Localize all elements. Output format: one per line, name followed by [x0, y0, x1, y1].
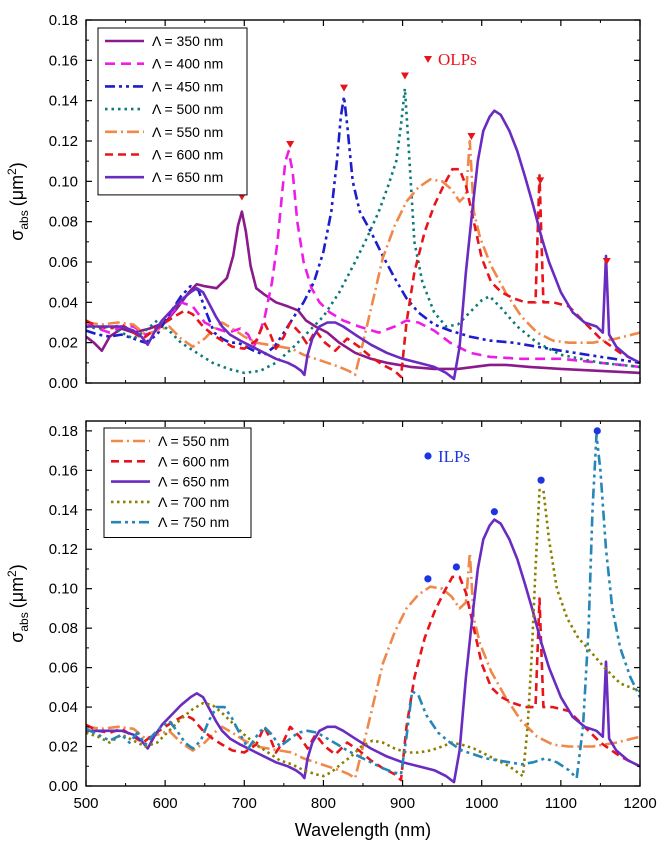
peak-marker-dot	[593, 427, 601, 435]
legend: Λ = 350 nm Λ = 400 nm Λ = 450 nm Λ = 500 nm…	[97, 27, 248, 196]
x-tick-label: 1000	[465, 795, 498, 812]
y-tick-label: 0.10	[49, 173, 78, 190]
series-line-0	[86, 551, 640, 780]
series-line-6	[86, 109, 640, 381]
y-tick-label: 0.14	[49, 93, 78, 110]
y-tick-label: 0.12	[49, 541, 78, 558]
annotation-label: OLPs	[438, 50, 477, 69]
legend-box	[97, 27, 248, 196]
peak-markers	[424, 427, 601, 583]
x-tick-label: 700	[232, 795, 257, 812]
annotation-dot-icon	[424, 452, 432, 460]
peak-marker-triangle	[400, 72, 409, 80]
legend-label: Λ = 500 nm	[152, 101, 223, 117]
y-tick-label: 0.08	[49, 214, 78, 231]
peak-marker-dot	[537, 476, 545, 484]
legend-label: Λ = 700 nm	[158, 494, 229, 510]
peak-marker-dot	[490, 508, 498, 516]
legend-label: Λ = 550 nm	[158, 433, 229, 449]
y-axis-title: σabs(μm2)	[5, 162, 31, 241]
y-tick-label: 0.10	[49, 581, 78, 598]
y-tick-label: 0.02	[49, 739, 78, 756]
legend-label: Λ = 400 nm	[152, 56, 223, 72]
series-line-3	[86, 87, 640, 375]
y-tick-label: 0.18	[49, 423, 78, 440]
peak-marker-triangle	[536, 177, 545, 185]
chart-panel-top: 0.00 0.02 0.04 0.06 0.08 0.10 0.12 0.14 0.16 0.18…	[5, 12, 641, 392]
x-tick-label: 1200	[623, 795, 656, 812]
legend-label: Λ = 600 nm	[152, 147, 223, 163]
x-tick-label: 500	[73, 795, 98, 812]
y-tick-label: 0.06	[49, 660, 78, 677]
peak-marker-triangle	[340, 84, 349, 92]
legend-label: Λ = 600 nm	[158, 453, 229, 469]
series-group	[86, 87, 640, 381]
x-tick-label: 800	[311, 795, 336, 812]
peak-marker-triangle	[467, 132, 476, 140]
legend-label: Λ = 450 nm	[152, 78, 223, 94]
peak-marker-triangle	[286, 141, 295, 149]
y-tick-label: 0.04	[49, 294, 78, 311]
peak-marker-dot	[424, 575, 432, 583]
series-line-0	[86, 210, 640, 375]
y-axis-title: σabs(μm2)	[5, 564, 31, 643]
y-tick-label: 0.08	[49, 620, 78, 637]
y-tick-label: 0.14	[49, 502, 78, 519]
y-tick-label: 0.00	[49, 375, 78, 392]
y-tick-label: 0.18	[49, 12, 78, 29]
y-tick-label: 0.04	[49, 699, 78, 716]
series-line-2	[86, 95, 640, 365]
y-tick-label: 0.12	[49, 133, 78, 150]
y-tick-label: 0.00	[49, 778, 78, 795]
y-tick-label: 0.16	[49, 52, 78, 69]
y-tick-label: 0.02	[49, 335, 78, 352]
peak-marker-triangle	[602, 258, 611, 265]
legend-label: Λ = 650 nm	[152, 169, 223, 185]
legend-label: Λ = 650 nm	[158, 474, 229, 490]
x-tick-label: 1100	[545, 795, 577, 812]
x-tick-label: 900	[390, 795, 415, 812]
legend-label: Λ = 350 nm	[152, 33, 223, 49]
x-tick-label: 600	[153, 795, 178, 812]
legend-label: Λ = 550 nm	[152, 124, 223, 140]
series-group	[86, 433, 640, 784]
legend-box	[103, 427, 252, 538]
series-line-1	[86, 149, 640, 369]
x-axis-title: Wavelength (nm)	[295, 820, 431, 840]
chart-panel-bottom: 0.00 0.02 0.04 0.06 0.08 0.10 0.12 0.14 0.16 0.18…	[5, 420, 657, 840]
legend-label: Λ = 750 nm	[158, 514, 229, 530]
series-line-2	[86, 518, 640, 784]
y-tick-label: 0.06	[49, 254, 78, 271]
legend: Λ = 550 nm Λ = 600 nm Λ = 650 nm Λ = 700 nm…	[103, 427, 252, 538]
annotation-triangle-icon	[424, 56, 432, 63]
series-line-4	[86, 433, 640, 780]
annotation-label: ILPs	[438, 447, 470, 466]
series-line-4	[86, 139, 640, 377]
peak-marker-dot	[452, 563, 460, 571]
series-line-3	[86, 488, 640, 778]
y-tick-label: 0.16	[49, 462, 78, 479]
